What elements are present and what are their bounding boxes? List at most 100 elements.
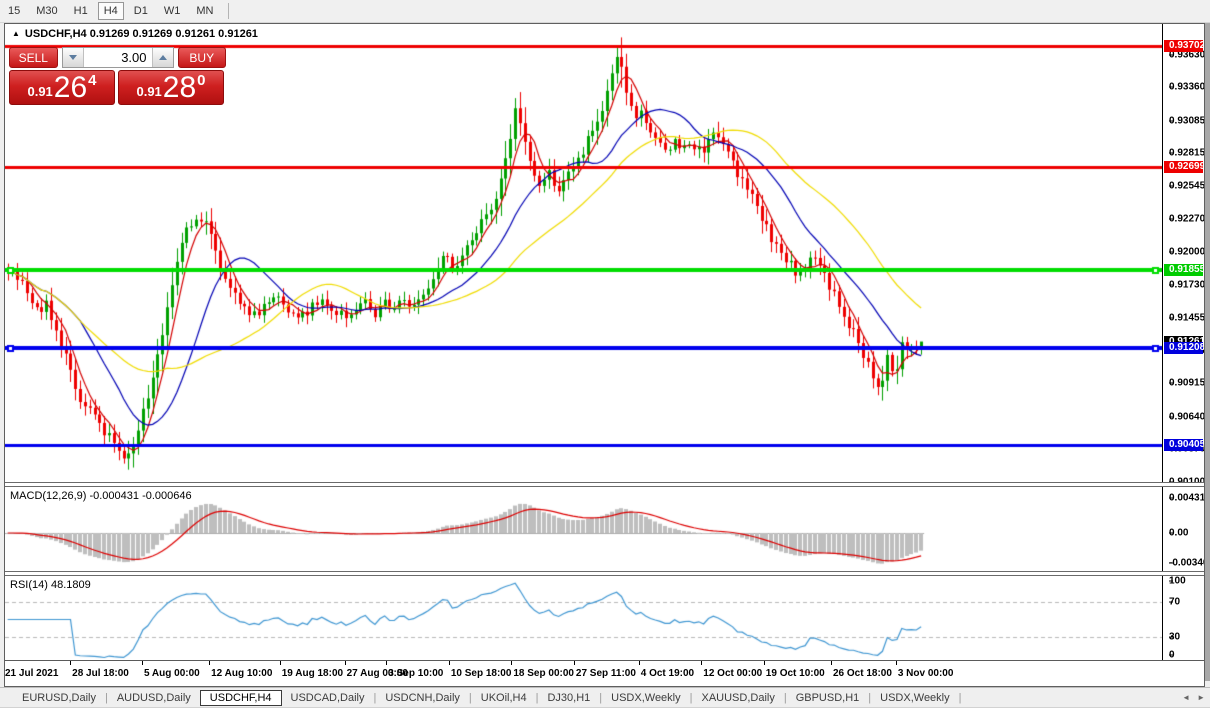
line-price-label: 0.93702 bbox=[1164, 40, 1204, 53]
date-label: 27 Sep 11:00 bbox=[575, 668, 636, 679]
timeframe-button-m30[interactable]: M30 bbox=[36, 5, 58, 17]
macd-tick: 0.00 bbox=[1163, 528, 1204, 539]
timeframe-button-w1[interactable]: W1 bbox=[163, 5, 181, 17]
panel-separator[interactable] bbox=[5, 482, 1204, 487]
price-tick: 0.92545 bbox=[1163, 181, 1204, 192]
timeframe-toolbar: 15 M30 H1 H4 D1 W1 MN bbox=[0, 0, 1210, 23]
date-tick bbox=[279, 661, 281, 665]
sell-price-base: 0.91 bbox=[27, 84, 53, 99]
tick-dash bbox=[1169, 654, 1173, 656]
timeframe-button-d1[interactable]: D1 bbox=[133, 5, 148, 17]
price-axis[interactable]: 0.93630 0.93360 0.93085 0.92815 0.92545 0.922… bbox=[1162, 24, 1204, 482]
tab-separator: | bbox=[868, 691, 872, 704]
chart-tab-3[interactable]: USDCAD,Daily bbox=[290, 691, 365, 704]
collapse-panel-icon[interactable]: ▲ bbox=[12, 29, 20, 38]
tab-separator: | bbox=[599, 691, 603, 704]
chart-tab-5[interactable]: UKOil,H4 bbox=[480, 691, 527, 704]
price-tick-label: 0.90100 bbox=[1169, 477, 1204, 482]
volume-spinner: 3.00 bbox=[61, 47, 174, 68]
price-tick: 0.90915 bbox=[1163, 378, 1204, 389]
date-tick bbox=[511, 661, 513, 665]
date-tick bbox=[141, 661, 143, 665]
rsi-tick-label: 100 bbox=[1169, 576, 1186, 587]
tick-dash bbox=[1169, 284, 1173, 286]
price-tick: 0.91455 bbox=[1163, 313, 1204, 324]
date-label: 19 Aug 18:00 bbox=[281, 668, 344, 679]
chart-tab-8[interactable]: XAUUSD,Daily bbox=[701, 691, 775, 704]
date-tick bbox=[386, 661, 388, 665]
chart-tab-10[interactable]: USDX,Weekly bbox=[880, 691, 950, 704]
tick-dash bbox=[1169, 636, 1173, 638]
date-label: 4 Oct 19:00 bbox=[640, 668, 695, 679]
line-price-label: 0.91208 bbox=[1164, 341, 1204, 354]
price-tick: 0.93085 bbox=[1163, 115, 1204, 126]
macd-tick: -0.003405 bbox=[1163, 558, 1204, 569]
price-tick-label: 0.92000 bbox=[1169, 246, 1204, 258]
volume-input[interactable]: 3.00 bbox=[121, 50, 147, 65]
price-tick: 0.91730 bbox=[1163, 279, 1204, 290]
sell-price-button[interactable]: 0.91 26 4 bbox=[9, 70, 115, 105]
timeframe-button-h4[interactable]: H4 bbox=[97, 2, 124, 20]
date-tick bbox=[830, 661, 832, 665]
tab-scroll-left-icon[interactable]: ◄ bbox=[1182, 693, 1191, 702]
sell-button[interactable]: SELL bbox=[9, 47, 58, 68]
timeframe-button-15[interactable]: 15 bbox=[8, 5, 21, 17]
date-tick bbox=[344, 661, 346, 665]
panel-separator[interactable] bbox=[5, 571, 1204, 576]
chart-window: ▲ USDCHF,H4 0.91269 0.91269 0.91261 0.912… bbox=[4, 23, 1205, 687]
timeframe-button-mn[interactable]: MN bbox=[196, 5, 214, 17]
date-label: 18 Sep 00:00 bbox=[513, 668, 574, 679]
date-tick bbox=[763, 661, 765, 665]
tick-dash bbox=[1169, 601, 1173, 603]
chart-tab-4[interactable]: USDCNH,Daily bbox=[385, 691, 460, 704]
line-price-label: 0.92699 bbox=[1164, 161, 1204, 174]
chart-tab-9[interactable]: GBPUSD,H1 bbox=[795, 691, 860, 704]
macd-pane: MACD(12,26,9) -0.000431 -0.000646 0.0043… bbox=[5, 487, 1204, 571]
date-tick bbox=[895, 661, 897, 665]
tick-dash bbox=[1169, 86, 1173, 88]
volume-decrease-button[interactable] bbox=[62, 48, 84, 67]
price-tick: 0.90100 bbox=[1163, 477, 1204, 482]
tab-separator: | bbox=[468, 691, 472, 704]
buy-button[interactable]: BUY bbox=[177, 47, 226, 68]
tick-dash bbox=[1169, 317, 1173, 319]
chart-tab-2[interactable]: USDCHF,H4 bbox=[199, 689, 282, 706]
rsi-pane: RSI(14) 48.1809 100 70 30 0 bbox=[5, 576, 1204, 660]
price-tick-label: 0.90915 bbox=[1169, 377, 1204, 389]
tick-dash bbox=[1169, 562, 1173, 564]
date-label: 27 Aug 00:00 bbox=[346, 668, 408, 679]
toolbar-divider bbox=[228, 3, 230, 19]
one-click-trading-panel: SELL 3.00 BUY 0.91 26 4 0.91 28 0 bbox=[9, 47, 226, 105]
date-tick bbox=[573, 661, 575, 665]
tick-dash bbox=[1169, 54, 1173, 56]
chart-tab-1[interactable]: AUDUSD,Daily bbox=[116, 691, 191, 704]
price-tick-label: 0.91730 bbox=[1169, 279, 1204, 291]
price-tick: 0.93360 bbox=[1163, 82, 1204, 93]
date-axis[interactable]: 21 Jul 2021 28 Jul 18:00 5 Aug 00:00 12 Aug… bbox=[5, 660, 1204, 686]
mdi-right-edge bbox=[1205, 23, 1210, 681]
macd-canvas[interactable] bbox=[5, 487, 1163, 571]
macd-tick-label: 0.00431 bbox=[1169, 492, 1204, 504]
tab-scroll-arrows: ◄ ► bbox=[1182, 693, 1205, 702]
arrow-down-icon bbox=[68, 55, 77, 60]
chart-title-text: USDCHF,H4 0.91269 0.91269 0.91261 0.9126… bbox=[24, 28, 258, 40]
rsi-axis: 100 70 30 0 bbox=[1162, 576, 1204, 660]
price-tick: 0.92000 bbox=[1163, 247, 1204, 258]
volume-increase-button[interactable] bbox=[151, 48, 173, 67]
price-tick: 0.90640 bbox=[1163, 411, 1204, 422]
chart-tab-7[interactable]: USDX,Weekly bbox=[611, 691, 681, 704]
chart-tab-6[interactable]: DJ30,H1 bbox=[547, 691, 591, 704]
rsi-label: RSI(14) 48.1809 bbox=[10, 579, 91, 591]
date-label: 12 Aug 10:00 bbox=[211, 668, 273, 679]
tab-scroll-right-icon[interactable]: ► bbox=[1197, 693, 1205, 702]
buy-price-button[interactable]: 0.91 28 0 bbox=[118, 70, 224, 105]
macd-axis: 0.00431 0.00 -0.003405 bbox=[1162, 487, 1204, 571]
macd-label: MACD(12,26,9) -0.000431 -0.000646 bbox=[10, 490, 192, 502]
rsi-canvas[interactable] bbox=[5, 576, 1163, 660]
date-label: 28 Jul 18:00 bbox=[72, 668, 129, 679]
chart-tab-0[interactable]: EURUSD,Daily bbox=[22, 691, 96, 704]
macd-tick: 0.00431 bbox=[1163, 493, 1204, 504]
price-tick: 0.92270 bbox=[1163, 214, 1204, 225]
line-price-label: 0.90405 bbox=[1164, 439, 1204, 452]
timeframe-button-h1[interactable]: H1 bbox=[73, 5, 88, 17]
